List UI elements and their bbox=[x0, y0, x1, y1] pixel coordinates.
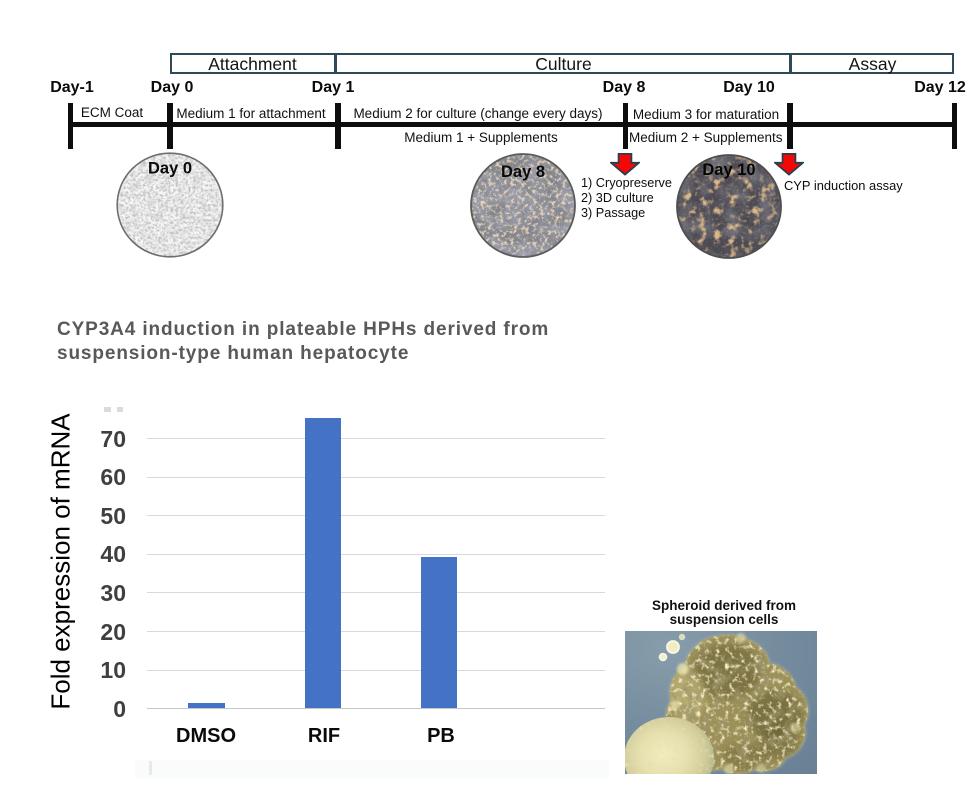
svg-text:Day 8: Day 8 bbox=[501, 163, 545, 181]
svg-text:Day 0: Day 0 bbox=[148, 160, 192, 178]
svg-text:Day 10: Day 10 bbox=[702, 161, 755, 179]
